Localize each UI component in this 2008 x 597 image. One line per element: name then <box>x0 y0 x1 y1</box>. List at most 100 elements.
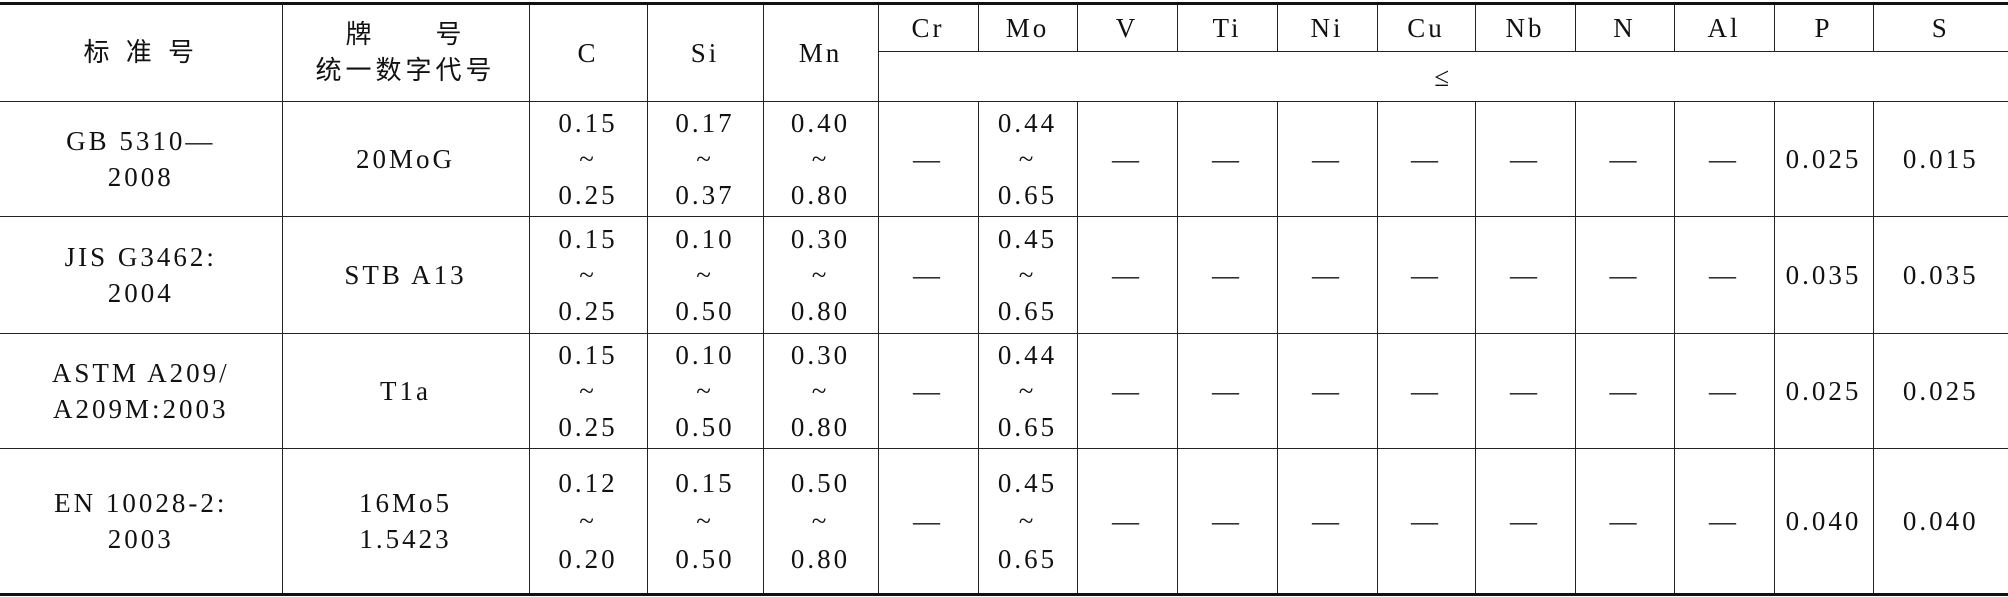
cell-line: 0.65 <box>997 296 1058 326</box>
value-cell: — <box>1376 101 1476 217</box>
cell-line: — <box>1709 376 1739 406</box>
value-cell: — <box>1076 448 1178 595</box>
cell-line: — <box>1510 506 1540 536</box>
grade-cell: STB A13 <box>281 216 530 334</box>
value-cell: — <box>1474 216 1576 334</box>
cell-line: 0.10 <box>675 340 735 370</box>
value-cell: 0.45 ~0.65 <box>977 216 1078 334</box>
cell-line: — <box>1609 144 1640 174</box>
cell-line: ~ <box>579 376 597 406</box>
standard-cell: GB 5310— 2008 <box>0 101 283 217</box>
cell-line: ~ <box>579 144 597 174</box>
cell-line: Cu <box>1407 13 1445 43</box>
value-cell: 0.15 ~0.25 <box>528 101 648 217</box>
value-cell: — <box>1673 333 1775 449</box>
cell-line: 牌 号 <box>345 20 466 50</box>
cell-line: ≤ <box>1434 61 1453 92</box>
cell-line: 0.035 <box>1902 260 1979 290</box>
value-cell: — <box>1673 216 1775 334</box>
data-row: GB 5310— 2008 20MoG 0.15 ~0.25 0.17 ~0.37 0.40 ~… <box>0 101 2008 217</box>
cell-line: ~ <box>1018 144 1037 174</box>
cell-line: 0.25 <box>558 412 618 442</box>
data-row: ASTM A209/A209M:2003 T1a 0.15 ~0.25 0.10 ~0.5… <box>0 333 2008 449</box>
value-cell: — <box>1376 216 1476 334</box>
standard-cell: JIS G3462: 2004 <box>0 216 283 334</box>
cell-line: 2004 <box>107 278 174 308</box>
value-cell: — <box>1176 216 1278 334</box>
cell-line: 标 准 号 <box>83 38 199 68</box>
cell-line: 0.20 <box>558 544 618 574</box>
value-cell: 0.30 ~0.80 <box>762 216 879 334</box>
header-row: 标 准 号 牌 号统一数字代号 C Si Mn Cr Mo V Ti Ni Cu Nb N Al P S <box>0 3 2008 102</box>
cell-line: 0.37 <box>675 180 735 210</box>
value-cell: — <box>1276 333 1378 449</box>
value-cell: 0.44 ~0.65 <box>977 333 1078 449</box>
header-cell: V <box>1076 3 1178 52</box>
cell-line: — <box>1709 144 1739 174</box>
value-cell: — <box>1673 101 1775 217</box>
header-cell: Si <box>646 3 764 102</box>
cell-line: 0.65 <box>997 544 1058 574</box>
data-row: JIS G3462: 2004 STB A13 0.15 ~0.25 0.10 ~0.50 0… <box>0 216 2008 334</box>
cell-line: 2008 <box>107 162 174 192</box>
cell-line: 0.30 <box>790 224 851 254</box>
header-cell: Cr <box>877 3 979 52</box>
cell-line: ~ <box>696 506 714 536</box>
header-cell: Nb <box>1474 3 1576 52</box>
value-cell: 0.10 ~0.50 <box>646 216 764 334</box>
cell-line: — <box>1510 260 1540 290</box>
value-cell: — <box>1076 101 1178 217</box>
value-cell: 0.15 ~0.25 <box>528 216 648 334</box>
cell-line: 0.50 <box>675 544 735 574</box>
header-cell: 标 准 号 <box>0 3 283 102</box>
value-cell: — <box>1276 216 1378 334</box>
value-cell: — <box>877 101 979 217</box>
cell-line: — <box>913 376 943 406</box>
cell-line: Al <box>1707 13 1741 43</box>
value-cell: — <box>1376 448 1476 595</box>
value-cell: 0.040 <box>1872 448 2008 595</box>
header-cell: S <box>1872 3 2008 52</box>
value-cell: — <box>1276 101 1378 217</box>
value-cell: — <box>1176 333 1278 449</box>
cell-line: ~ <box>696 144 714 174</box>
cell-line: Ti <box>1212 13 1242 43</box>
value-cell: 0.45 ~0.65 <box>977 448 1078 595</box>
cell-line: 1.5423 <box>359 524 452 554</box>
cell-line: — <box>1112 506 1142 536</box>
cell-line: 0.15 <box>558 224 618 254</box>
header-cell: Mn <box>762 3 879 102</box>
header-cell: Cu <box>1376 3 1476 52</box>
value-cell: 0.44 ~0.65 <box>977 101 1078 217</box>
cell-line: 0.80 <box>790 296 851 326</box>
cell-line: 0.025 <box>1785 376 1862 406</box>
cell-line: C <box>577 38 599 68</box>
header-cell: P <box>1773 3 1874 52</box>
cell-line: 统一数字代号 <box>315 56 496 86</box>
value-cell: — <box>1574 101 1675 217</box>
value-cell: — <box>1673 448 1775 595</box>
cell-line: 0.15 <box>558 340 618 370</box>
value-cell: 0.025 <box>1872 333 2008 449</box>
cell-line: T1a <box>380 376 431 406</box>
value-cell: 0.15 ~0.50 <box>646 448 764 595</box>
grade-cell: T1a <box>281 333 530 449</box>
cell-line: 0.035 <box>1785 260 1862 290</box>
cell-line: JIS G3462: <box>64 242 217 272</box>
cell-line: ~ <box>811 376 830 406</box>
header-cell: Al <box>1673 3 1775 52</box>
cell-line: ~ <box>696 376 714 406</box>
cell-line: — <box>1411 144 1441 174</box>
cell-line: 2003 <box>107 524 174 554</box>
cell-line: 0.040 <box>1902 506 1979 536</box>
value-cell: 0.025 <box>1773 333 1874 449</box>
cell-line: — <box>1411 260 1441 290</box>
value-cell: 0.10 ~0.50 <box>646 333 764 449</box>
value-cell: 0.025 <box>1773 101 1874 217</box>
value-cell: — <box>1474 101 1576 217</box>
cell-line: — <box>1212 260 1242 290</box>
header-cell: N <box>1574 3 1675 52</box>
cell-line: 0.12 <box>558 468 618 498</box>
cell-line: — <box>1609 506 1640 536</box>
